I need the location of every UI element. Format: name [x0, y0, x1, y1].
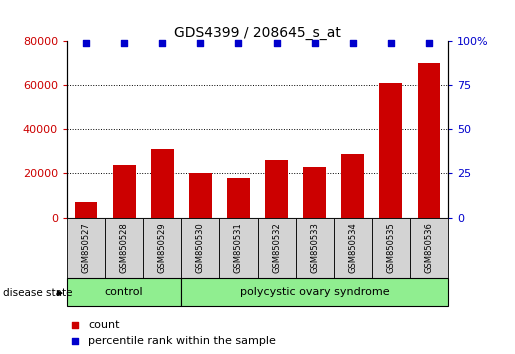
Text: GSM850528: GSM850528: [119, 222, 129, 273]
Bar: [372, 218, 410, 278]
Point: [158, 40, 166, 46]
Bar: [418, 63, 440, 218]
Point: [425, 40, 433, 46]
Bar: [227, 178, 250, 218]
Bar: [67, 278, 181, 306]
Bar: [258, 218, 296, 278]
Bar: [334, 218, 372, 278]
Bar: [219, 218, 258, 278]
Text: count: count: [88, 320, 119, 330]
Point: [71, 338, 79, 343]
Bar: [181, 278, 448, 306]
Text: polycystic ovary syndrome: polycystic ovary syndrome: [240, 287, 389, 297]
Text: GSM850531: GSM850531: [234, 222, 243, 273]
Text: disease state: disease state: [3, 288, 72, 298]
Bar: [113, 165, 135, 218]
Point: [311, 40, 319, 46]
Bar: [303, 167, 326, 218]
Bar: [341, 154, 364, 218]
Bar: [410, 218, 448, 278]
Text: GSM850532: GSM850532: [272, 222, 281, 273]
Point: [196, 40, 204, 46]
Point: [387, 40, 395, 46]
Bar: [380, 83, 402, 218]
Point: [272, 40, 281, 46]
Bar: [189, 173, 212, 218]
Title: GDS4399 / 208645_s_at: GDS4399 / 208645_s_at: [174, 26, 341, 40]
Point: [71, 322, 79, 328]
Text: GSM850527: GSM850527: [81, 222, 91, 273]
Bar: [143, 218, 181, 278]
Text: GSM850535: GSM850535: [386, 222, 396, 273]
Point: [82, 40, 90, 46]
Bar: [296, 218, 334, 278]
Bar: [265, 160, 288, 218]
Bar: [67, 218, 105, 278]
Point: [349, 40, 357, 46]
Point: [120, 40, 128, 46]
Point: [234, 40, 243, 46]
Text: percentile rank within the sample: percentile rank within the sample: [88, 336, 276, 346]
Text: GSM850530: GSM850530: [196, 222, 205, 273]
Text: GSM850529: GSM850529: [158, 222, 167, 273]
Bar: [75, 202, 97, 218]
Bar: [151, 149, 174, 218]
Text: control: control: [105, 287, 143, 297]
Bar: [105, 218, 143, 278]
Text: GSM850533: GSM850533: [310, 222, 319, 273]
Text: GSM850536: GSM850536: [424, 222, 434, 273]
Text: GSM850534: GSM850534: [348, 222, 357, 273]
Bar: [181, 218, 219, 278]
